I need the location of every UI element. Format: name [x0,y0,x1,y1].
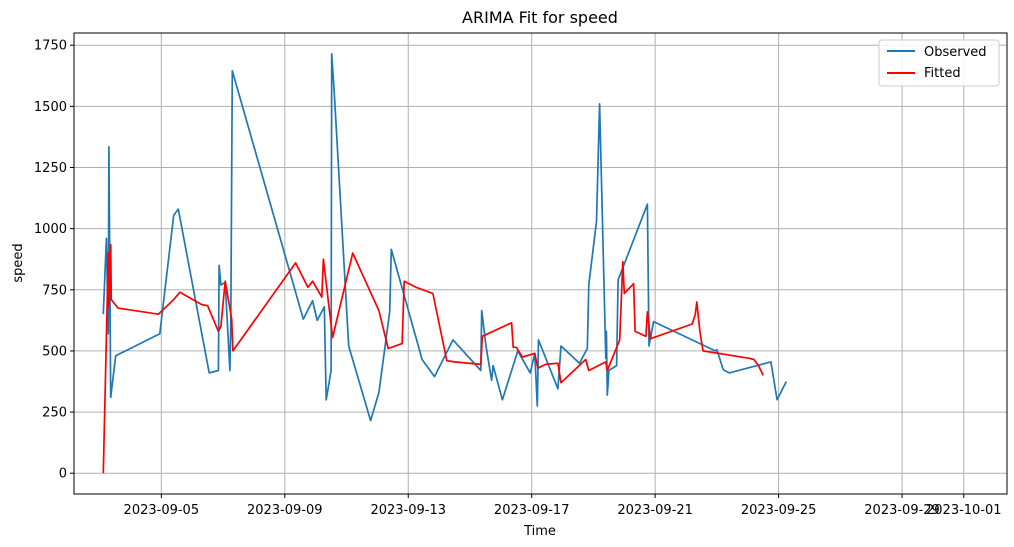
x-tick-label: 2023-09-09 [247,503,323,518]
x-tick-label: 2023-09-29 [864,503,940,518]
legend: Observed Fitted [878,39,1000,87]
x-tick-label: 2023-10-01 [926,503,1002,518]
series-line-fitted [102,243,764,474]
x-tick-label: 2023-09-17 [494,503,570,518]
series-line-observed [102,52,788,422]
y-tick-label: 250 [42,406,67,421]
y-tick-label: 1000 [34,222,67,237]
x-tick-label: 2023-09-13 [370,503,446,518]
y-tick-label: 750 [42,283,67,298]
x-tick-label: 2023-09-25 [741,503,817,518]
y-tick-label: 500 [42,344,67,359]
plot-frame [73,32,1008,495]
y-tick-label: 0 [59,467,67,482]
chart-title: ARIMA Fit for speed [462,8,618,27]
legend-label-fitted: Fitted [924,66,961,81]
x-axis-ticks: 2023-09-05 2023-09-09 2023-09-13 2023-09-17… [124,494,1002,518]
series-layer [102,52,788,474]
x-axis-label: Time [523,524,556,539]
y-axis-ticks: 0 250 500 750 1000 1250 1500 1750 [34,39,74,482]
y-axis-label: speed [11,243,26,282]
x-tick-label: 2023-09-21 [617,503,693,518]
y-tick-label: 1750 [34,39,67,54]
legend-label-observed: Observed [924,45,987,60]
y-tick-label: 1250 [34,161,67,176]
x-tick-label: 2023-09-05 [124,503,200,518]
y-tick-label: 1500 [34,100,67,115]
